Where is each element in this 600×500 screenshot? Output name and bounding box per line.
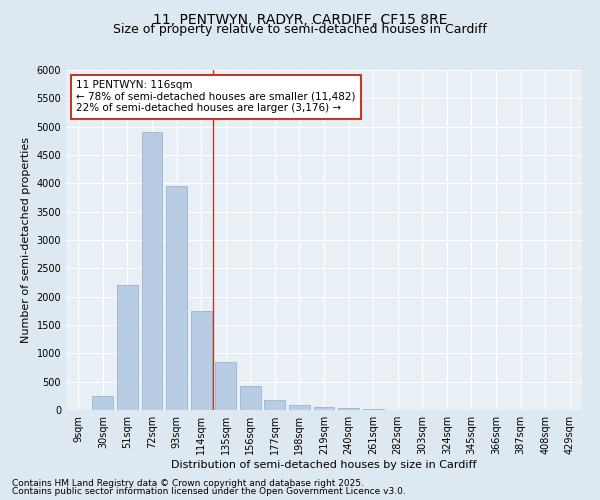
Bar bbox=[338, 408, 359, 410]
Bar bbox=[92, 396, 113, 410]
Bar bbox=[265, 400, 286, 410]
Bar bbox=[289, 405, 310, 410]
Bar bbox=[117, 286, 138, 410]
Bar bbox=[215, 362, 236, 410]
Text: Contains HM Land Registry data © Crown copyright and database right 2025.: Contains HM Land Registry data © Crown c… bbox=[12, 478, 364, 488]
Text: Size of property relative to semi-detached houses in Cardiff: Size of property relative to semi-detach… bbox=[113, 22, 487, 36]
Text: 11 PENTWYN: 116sqm
← 78% of semi-detached houses are smaller (11,482)
22% of sem: 11 PENTWYN: 116sqm ← 78% of semi-detache… bbox=[76, 80, 356, 114]
Text: Contains public sector information licensed under the Open Government Licence v3: Contains public sector information licen… bbox=[12, 487, 406, 496]
Bar bbox=[314, 407, 334, 410]
Bar bbox=[240, 386, 261, 410]
Bar bbox=[191, 311, 212, 410]
X-axis label: Distribution of semi-detached houses by size in Cardiff: Distribution of semi-detached houses by … bbox=[171, 460, 477, 470]
Text: 11, PENTWYN, RADYR, CARDIFF, CF15 8RE: 11, PENTWYN, RADYR, CARDIFF, CF15 8RE bbox=[153, 12, 447, 26]
Bar bbox=[166, 186, 187, 410]
Bar bbox=[142, 132, 163, 410]
Y-axis label: Number of semi-detached properties: Number of semi-detached properties bbox=[21, 137, 31, 343]
